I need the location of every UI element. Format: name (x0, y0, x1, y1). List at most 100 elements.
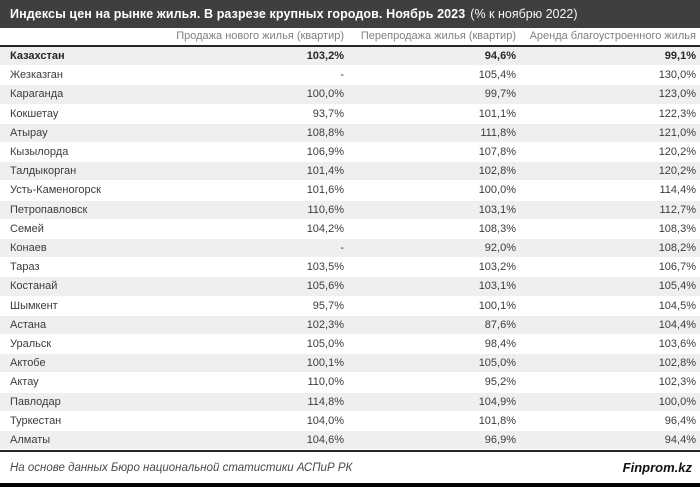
city-name: Конаев (0, 239, 170, 258)
value-resale: 100,0% (478, 184, 516, 197)
column-header-resale: Перепродажа жилья (квартир) (347, 28, 519, 47)
value-resale: 103,2% (478, 261, 516, 274)
value-resale: 107,8% (478, 146, 516, 159)
value-resale: 103,1% (347, 277, 519, 296)
brand-logo: Finprom.kz (622, 460, 692, 476)
value-new-housing: 100,1% (170, 354, 347, 373)
table-row: Павлодар 114,8% 104,9% 100,0% (0, 392, 700, 412)
value-new-housing: 110,0% (307, 376, 345, 389)
value-rent: 106,7% (658, 261, 696, 274)
table-row: Талдыкорган 101,4% 102,8% 120,2% (0, 162, 700, 182)
value-new-housing: - (340, 69, 344, 82)
table-row: Костанай 105,6% 103,1% 105,4% (0, 277, 700, 297)
value-new-housing: 108,8% (170, 124, 347, 143)
table-row: Кызылорда 106,9% 107,8% 120,2% (0, 143, 700, 162)
table-body: Казахстан 103,2% 94,6% 99,1% Жезказган -… (0, 46, 700, 451)
city-name: Алматы (0, 431, 170, 450)
city-name: Караганда (0, 85, 170, 104)
value-resale: 111,8% (347, 124, 519, 143)
table-row: Кокшетау 93,7% 101,1% 122,3% (0, 105, 700, 124)
value-new-housing: 100,0% (170, 85, 347, 104)
value-resale: 95,2% (484, 376, 516, 389)
value-rent: 123,0% (519, 85, 700, 104)
table-row: Семей 104,2% 108,3% 108,3% (0, 220, 700, 239)
city-name: Шымкент (10, 299, 58, 312)
city-name: Усть-Каменогорск (10, 184, 101, 197)
table-row: Петропавловск 110,6% 103,1% 112,7% (0, 200, 700, 220)
value-resale: 100,1% (478, 299, 516, 312)
value-resale: 108,3% (478, 222, 516, 235)
column-header-city (0, 28, 170, 47)
value-rent: 112,7% (519, 201, 700, 220)
column-header-rent: Аренда благоустроенного жилья (519, 28, 700, 47)
footer: На основе данных Бюро национальной стати… (0, 450, 700, 483)
city-name: Талдыкорган (0, 162, 170, 181)
page-title: Индексы цен на рынке жилья. В разрезе кр… (10, 7, 466, 21)
value-new-housing: 106,9% (306, 146, 344, 159)
value-resale: 103,1% (347, 201, 519, 220)
city-name: Семей (10, 222, 44, 235)
table-row: Жезказган - 105,4% 130,0% (0, 66, 700, 85)
table-row: Алматы 104,6% 96,9% 94,4% (0, 431, 700, 451)
bottom-bar (0, 483, 700, 487)
value-new-housing: 105,0% (306, 338, 344, 351)
table-row: Астана 102,3% 87,6% 104,4% (0, 315, 700, 336)
table-row: Актобе 100,1% 105,0% 102,8% (0, 354, 700, 374)
value-resale: 101,8% (478, 414, 516, 427)
value-resale: 101,1% (478, 107, 516, 120)
value-rent: 121,0% (519, 124, 700, 143)
value-resale: 94,6% (347, 46, 519, 66)
value-rent: 104,4% (519, 316, 700, 335)
value-resale: 87,6% (347, 316, 519, 335)
value-rent: 122,3% (658, 107, 696, 120)
value-resale: 105,4% (478, 69, 516, 82)
value-new-housing: 102,3% (170, 316, 347, 335)
value-new-housing: 114,8% (170, 393, 347, 412)
value-new-housing: 104,0% (306, 414, 344, 427)
city-name: Тараз (10, 261, 40, 274)
table-row: Туркестан 104,0% 101,8% 96,4% (0, 412, 700, 431)
value-resale: 104,9% (347, 393, 519, 412)
value-rent: 99,1% (519, 46, 700, 66)
value-new-housing: 103,2% (170, 46, 347, 66)
source-note: На основе данных Бюро национальной стати… (10, 461, 353, 474)
table-row: Усть-Каменогорск 101,6% 100,0% 114,4% (0, 181, 700, 200)
city-name: Уральск (10, 338, 52, 351)
table-row: Актау 110,0% 95,2% 102,3% (0, 373, 700, 392)
value-new-housing: - (170, 239, 347, 258)
value-rent: 102,3% (658, 376, 696, 389)
value-resale: 102,8% (347, 162, 519, 181)
city-name: Актобе (0, 354, 170, 373)
value-new-housing: 101,6% (306, 184, 344, 197)
table-row: Караганда 100,0% 99,7% 123,0% (0, 85, 700, 105)
price-index-table: Продажа нового жилья (квартир) Перепрода… (0, 28, 700, 451)
city-name: Казахстан (0, 46, 170, 66)
city-name: Актау (10, 376, 39, 389)
table-row: Тараз 103,5% 103,2% 106,7% (0, 258, 700, 277)
value-rent: 96,4% (664, 414, 696, 427)
value-resale: 92,0% (347, 239, 519, 258)
value-rent: 108,3% (658, 222, 696, 235)
table-row: Казахстан 103,2% 94,6% 99,1% (0, 46, 700, 67)
city-name: Атырау (0, 124, 170, 143)
table-header-row: Продажа нового жилья (квартир) Перепрода… (0, 28, 700, 47)
value-rent: 103,6% (658, 338, 696, 351)
column-header-new-housing: Продажа нового жилья (квартир) (170, 28, 347, 47)
value-rent: 114,4% (659, 184, 697, 197)
city-name: Астана (0, 316, 170, 335)
value-new-housing: 95,7% (312, 299, 344, 312)
value-rent: 94,4% (519, 431, 700, 450)
value-resale: 105,0% (347, 354, 519, 373)
city-name: Кызылорда (10, 146, 69, 159)
city-name: Жезказган (10, 69, 63, 82)
value-new-housing: 103,5% (306, 261, 344, 274)
value-resale: 98,4% (484, 338, 516, 351)
value-new-housing: 104,2% (306, 222, 344, 235)
value-rent: 120,2% (658, 146, 696, 159)
city-name: Павлодар (0, 393, 170, 412)
value-rent: 105,4% (519, 277, 700, 296)
value-new-housing: 105,6% (170, 277, 347, 296)
title-bar: Индексы цен на рынке жилья. В разрезе кр… (0, 0, 700, 28)
value-resale: 99,7% (347, 85, 519, 104)
